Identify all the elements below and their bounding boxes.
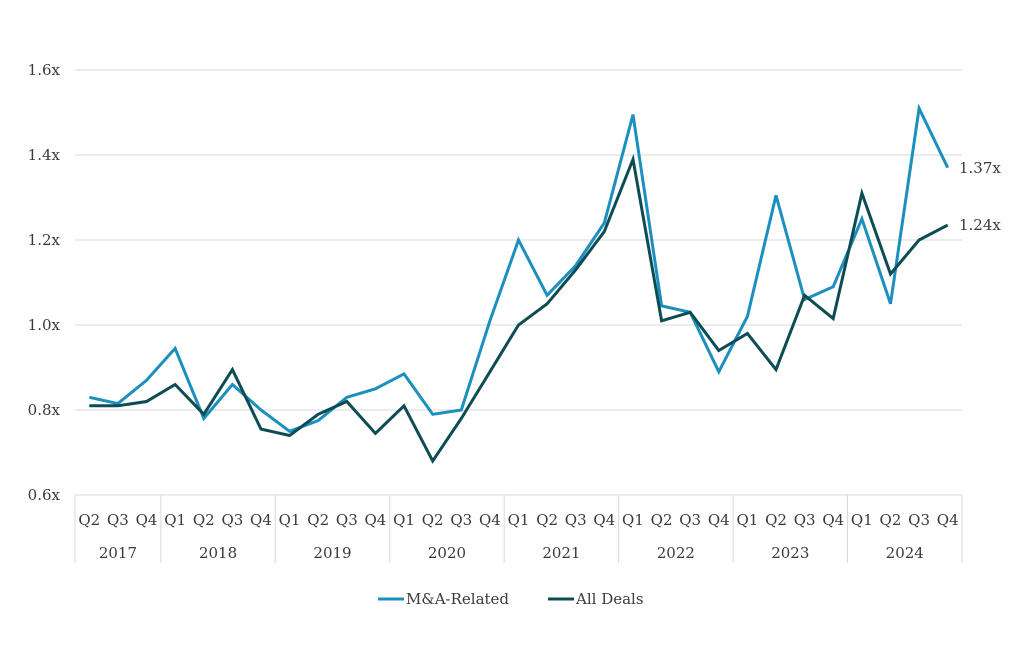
x-tick-label-quarter: Q2 <box>651 511 673 529</box>
x-tick-label-quarter: Q2 <box>307 511 329 529</box>
x-tick-label-quarter: Q2 <box>193 511 215 529</box>
legend: M&A-Related All Deals <box>378 590 644 608</box>
y-tick-label: 0.8x <box>28 401 61 419</box>
series-end-label: 1.37x <box>959 159 1001 177</box>
x-tick-label-quarter: Q1 <box>851 511 873 529</box>
x-tick-label-quarter: Q2 <box>880 511 902 529</box>
x-tick-label-quarter: Q3 <box>336 511 358 529</box>
x-tick-label-quarter: Q1 <box>164 511 186 529</box>
x-tick-label-quarter: Q3 <box>107 511 129 529</box>
x-tick-label-quarter: Q3 <box>908 511 930 529</box>
x-tick-label-year: 2024 <box>886 544 924 562</box>
x-tick-label-year: 2022 <box>657 544 695 562</box>
x-tick-label-quarter: Q3 <box>221 511 243 529</box>
x-tick-label-quarter: Q2 <box>765 511 787 529</box>
x-tick-label-year: 2018 <box>199 544 237 562</box>
x-tick-label-quarter: Q2 <box>422 511 444 529</box>
x-tick-label-quarter: Q4 <box>136 511 158 529</box>
x-tick-label-quarter: Q4 <box>479 511 501 529</box>
series-line-ma-related <box>88 103 950 433</box>
series-lines <box>88 103 950 464</box>
x-tick-label-quarter: Q4 <box>937 511 959 529</box>
x-tick-label-quarter: Q1 <box>736 511 758 529</box>
y-axis-tick-labels: 0.6x 0.8x 1.0x 1.2x 1.4x 1.6x <box>28 61 61 504</box>
y-tick-label: 1.6x <box>28 61 61 79</box>
x-tick-label-quarter: Q4 <box>250 511 272 529</box>
y-tick-label: 0.6x <box>28 486 61 504</box>
series-end-label: 1.24x <box>959 216 1001 234</box>
gridlines <box>75 69 962 496</box>
x-tick-label-quarter: Q2 <box>78 511 100 529</box>
x-tick-label-year: 2021 <box>542 544 580 562</box>
end-labels: 1.37x 1.24x <box>959 159 1001 234</box>
x-tick-label-quarter: Q3 <box>794 511 816 529</box>
legend-label: M&A-Related <box>406 590 509 608</box>
x-tick-label-quarter: Q3 <box>450 511 472 529</box>
x-tick-label-year: 2019 <box>313 544 351 562</box>
x-tick-label-quarter: Q1 <box>393 511 415 529</box>
x-tick-label-quarter: Q1 <box>622 511 644 529</box>
legend-label: All Deals <box>575 590 644 608</box>
x-tick-label-quarter: Q1 <box>279 511 301 529</box>
x-tick-label-year: 2017 <box>99 544 137 562</box>
x-tick-label-year: 2020 <box>428 544 466 562</box>
x-tick-label-quarter: Q3 <box>679 511 701 529</box>
x-tick-label-quarter: Q3 <box>565 511 587 529</box>
x-tick-label-year: 2023 <box>771 544 809 562</box>
x-tick-label-quarter: Q1 <box>508 511 530 529</box>
x-tick-label-quarter: Q4 <box>365 511 387 529</box>
y-tick-label: 1.2x <box>28 231 61 249</box>
series-line-all-deals <box>89 153 949 464</box>
x-tick-label-quarter: Q2 <box>536 511 558 529</box>
x-tick-label-quarter: Q4 <box>822 511 844 529</box>
x-axis: Q2 Q3 Q4 Q1 Q2 Q3 Q4 Q1 Q2 Q3 Q4 Q1 Q2 Q3 Q4 Q1 Q2 Q3 Q4 Q1… <box>74 495 963 563</box>
x-tick-label-quarter: Q4 <box>708 511 730 529</box>
x-tick-label-quarter: Q4 <box>593 511 615 529</box>
y-tick-label: 1.0x <box>28 316 61 334</box>
y-tick-label: 1.4x <box>28 146 61 164</box>
